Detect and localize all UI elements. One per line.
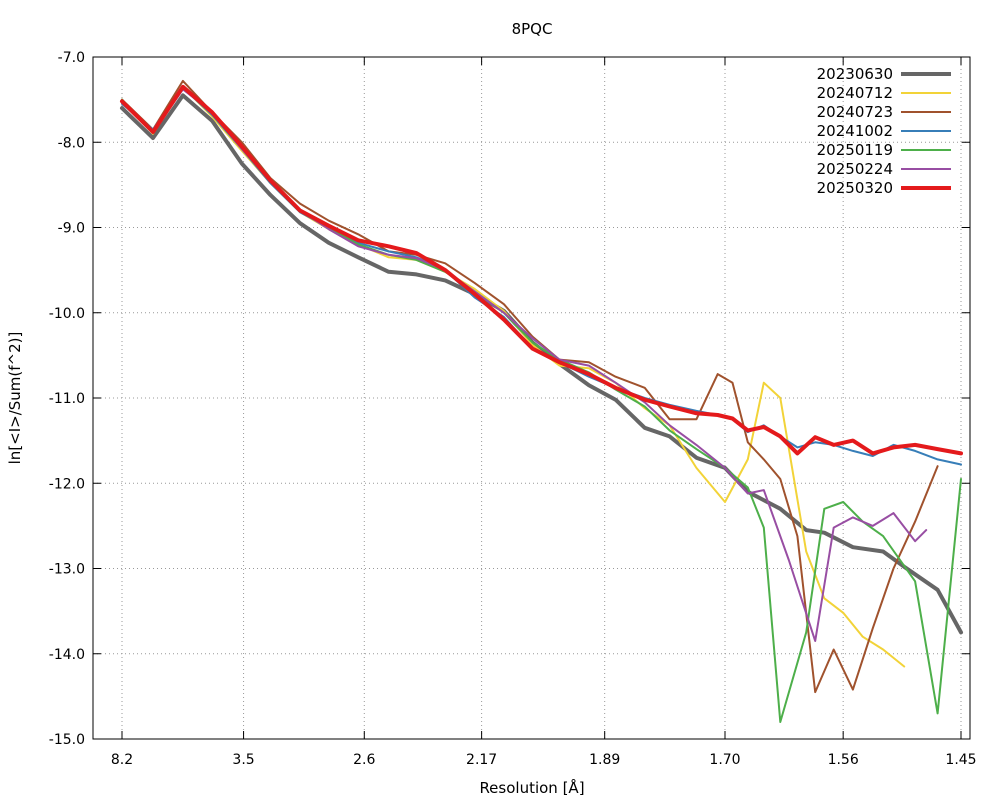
x-tick-label: 1.89 bbox=[589, 752, 620, 768]
chart-title: 8PQC bbox=[512, 20, 553, 38]
x-tick-label: 1.56 bbox=[828, 752, 859, 768]
y-tick-label: -14.0 bbox=[49, 647, 85, 663]
ticks: -7.0 -8.0 -9.0 -10.0 -11.0 -12.0 -13.0 -14.0 -15… bbox=[49, 50, 977, 768]
plot-frame bbox=[92, 56, 971, 740]
x-tick-label: 2.6 bbox=[353, 752, 375, 768]
series-lines bbox=[120, 79, 963, 723]
x-tick-label: 3.5 bbox=[232, 752, 254, 768]
x-axis-label: Resolution [Å] bbox=[479, 778, 584, 797]
legend-label: 20241002 bbox=[817, 122, 893, 140]
grid bbox=[93, 56, 970, 740]
legend: 2023063020240712202407232024100220250119… bbox=[817, 65, 951, 197]
y-tick-label: -11.0 bbox=[49, 391, 85, 407]
x-tick-label: 2.17 bbox=[466, 752, 497, 768]
series-line-20250224 bbox=[121, 88, 928, 642]
y-tick-label: -10.0 bbox=[49, 306, 85, 322]
legend-label: 20230630 bbox=[817, 65, 893, 83]
y-tick-label: -12.0 bbox=[49, 476, 85, 492]
x-tick-label: 1.45 bbox=[945, 752, 976, 768]
y-axis-label: ln[<I>/Sum(f^2)] bbox=[6, 332, 24, 465]
x-tick-label: 1.70 bbox=[709, 752, 740, 768]
legend-label: 20250320 bbox=[817, 179, 893, 197]
y-tick-label: -13.0 bbox=[49, 562, 85, 578]
legend-label: 20240723 bbox=[817, 103, 893, 121]
series-line-20250320 bbox=[120, 84, 963, 456]
y-tick-label: -9.0 bbox=[58, 221, 85, 237]
series-line-20240723 bbox=[121, 79, 939, 694]
y-tick-label: -8.0 bbox=[58, 135, 85, 151]
series-line-20240712 bbox=[121, 85, 906, 668]
legend-label: 20240712 bbox=[817, 84, 893, 102]
y-tick-label: -7.0 bbox=[58, 50, 85, 66]
legend-label: 20250224 bbox=[817, 160, 893, 178]
x-tick-label: 8.2 bbox=[111, 752, 133, 768]
legend-label: 20250119 bbox=[817, 141, 893, 159]
y-tick-label: -15.0 bbox=[49, 732, 85, 748]
